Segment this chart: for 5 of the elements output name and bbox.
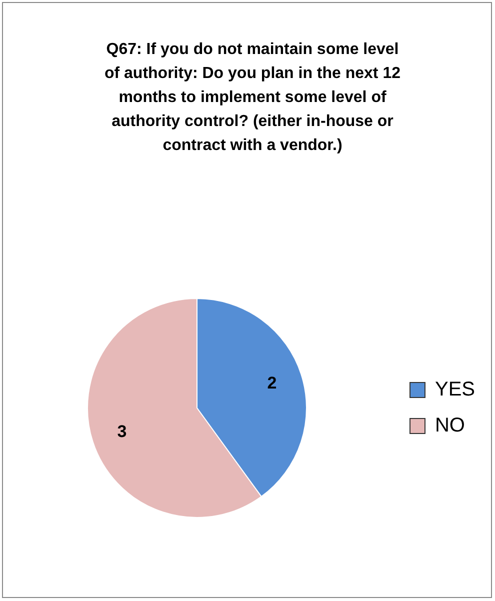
- legend-label: NO: [434, 414, 465, 437]
- data-label: 3: [117, 422, 127, 442]
- legend-label: YES: [434, 378, 476, 401]
- chart-title: Q67: If you do not maintain some level of authority: Do you plan in the next 12 months to implement some level of authority control? (either in-house or contract with a vendor.): [103, 40, 402, 156]
- data-label: 2: [267, 373, 277, 392]
